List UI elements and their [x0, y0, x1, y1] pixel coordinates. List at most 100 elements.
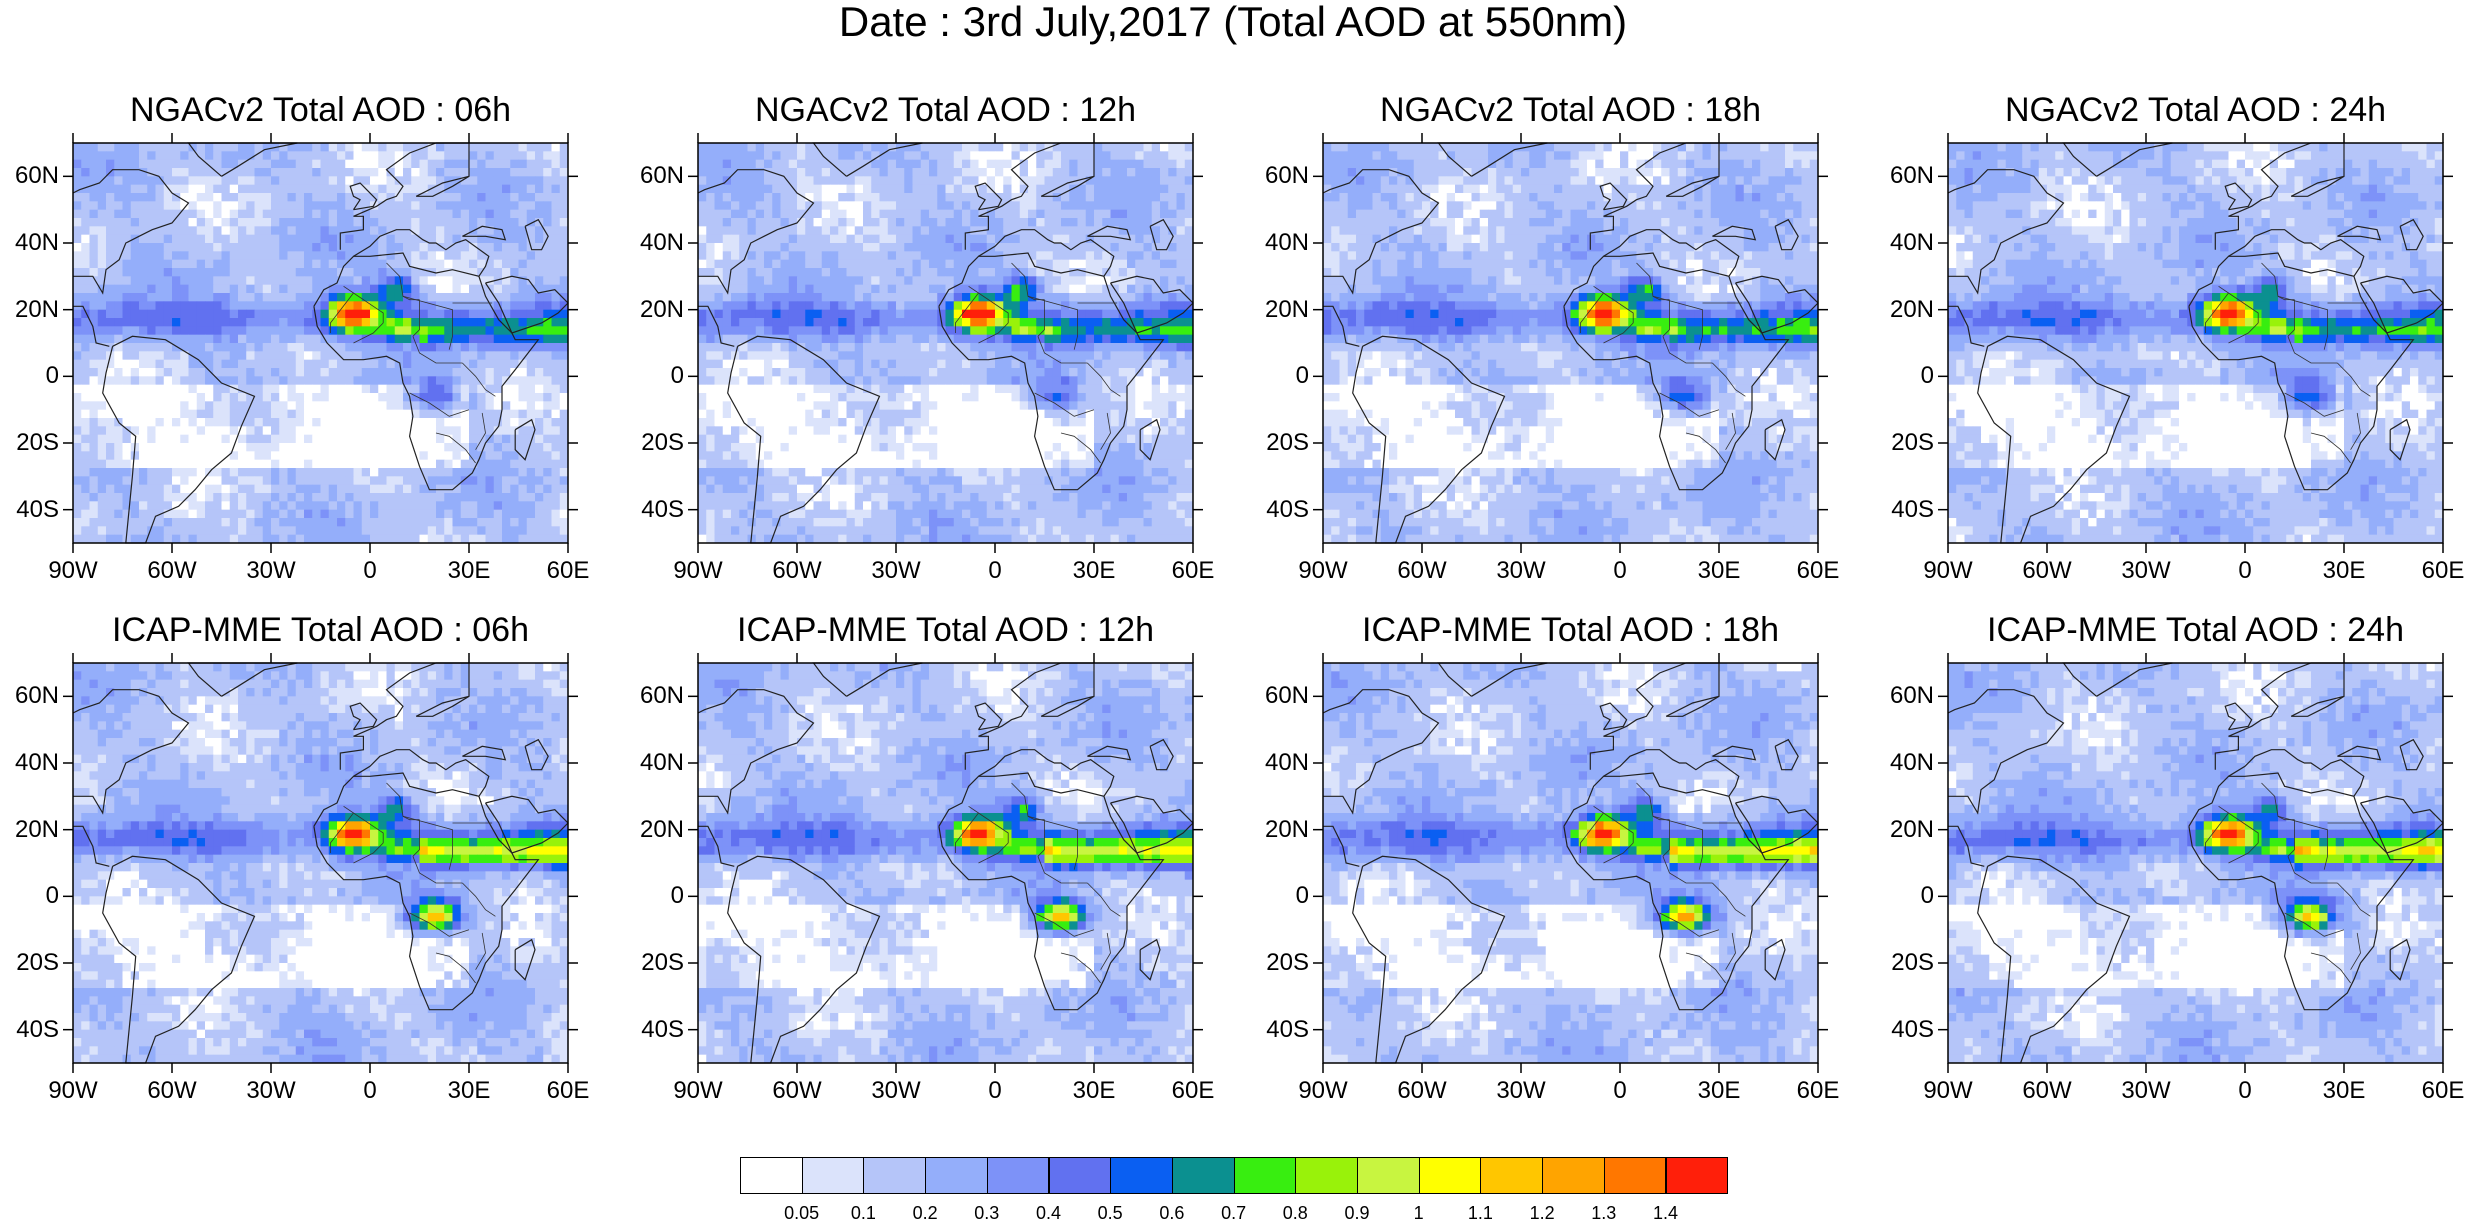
panel-title: ICAP-MME Total AOD : 24h — [1896, 610, 2466, 650]
lon-tick-label: 30W — [1481, 557, 1561, 585]
lon-tick-label: 0 — [330, 1077, 410, 1105]
lat-tick-label: 40S — [1878, 496, 1934, 524]
aod-map — [63, 133, 578, 553]
lon-tick-label: 30W — [2106, 1077, 2186, 1105]
lat-tick-label: 20N — [628, 816, 684, 844]
panel-title: NGACv2 Total AOD : 12h — [646, 90, 1246, 130]
lat-tick-label: 0 — [1253, 362, 1309, 390]
colorbar-swatch — [802, 1157, 865, 1194]
lat-tick-label: 20S — [628, 949, 684, 977]
lon-tick-label: 0 — [2205, 557, 2285, 585]
lon-tick-label: 30W — [231, 1077, 311, 1105]
colorbar-label: 0.3 — [962, 1202, 1012, 1224]
colorbar-label: 0.7 — [1209, 1202, 1259, 1224]
colorbar-swatch — [1295, 1157, 1358, 1194]
colorbar-label: 1.1 — [1455, 1202, 1505, 1224]
colorbar-label: 0.6 — [1147, 1202, 1197, 1224]
lon-tick-label: 90W — [1283, 557, 1363, 585]
lat-tick-label: 40S — [3, 496, 59, 524]
lat-tick-label: 20S — [1878, 429, 1934, 457]
colorbar-label: 0.4 — [1024, 1202, 1074, 1224]
lat-tick-label: 20N — [1878, 816, 1934, 844]
lon-tick-label: 30E — [429, 1077, 509, 1105]
lat-tick-label: 60N — [1878, 162, 1934, 190]
lat-tick-label: 60N — [1253, 682, 1309, 710]
lon-tick-label: 60W — [2007, 1077, 2087, 1105]
aod-map — [1313, 133, 1828, 553]
lat-tick-label: 0 — [1878, 882, 1934, 910]
lat-tick-label: 40S — [1878, 1016, 1934, 1044]
lat-tick-label: 40N — [1878, 229, 1934, 257]
colorbar-label: 0.8 — [1270, 1202, 1320, 1224]
colorbar-label: 1 — [1394, 1202, 1444, 1224]
aod-map — [688, 133, 1203, 553]
lat-tick-label: 20N — [1878, 296, 1934, 324]
lat-tick-label: 60N — [1878, 682, 1934, 710]
lat-tick-label: 60N — [3, 162, 59, 190]
lat-tick-label: 60N — [628, 162, 684, 190]
colorbar-swatch — [1357, 1157, 1420, 1194]
lon-tick-label: 90W — [1283, 1077, 1363, 1105]
lon-tick-label: 90W — [1908, 557, 1988, 585]
colorbar-label: 0.05 — [777, 1202, 827, 1224]
lon-tick-label: 60W — [132, 1077, 212, 1105]
colorbar-swatch — [1049, 1157, 1112, 1194]
lat-tick-label: 0 — [3, 362, 59, 390]
lat-tick-label: 40N — [3, 749, 59, 777]
aod-map — [1313, 653, 1828, 1073]
lon-tick-label: 30E — [429, 557, 509, 585]
lon-tick-label: 0 — [1580, 1077, 1660, 1105]
panel-title: NGACv2 Total AOD : 18h — [1271, 90, 1871, 130]
colorbar-swatch — [1172, 1157, 1235, 1194]
colorbar-label: 0.1 — [838, 1202, 888, 1224]
panel-title: NGACv2 Total AOD : 06h — [21, 90, 621, 130]
colorbar-label: 0.2 — [900, 1202, 950, 1224]
lat-tick-label: 20N — [1253, 816, 1309, 844]
aod-map — [63, 653, 578, 1073]
lat-tick-label: 0 — [1878, 362, 1934, 390]
colorbar-swatch — [863, 1157, 926, 1194]
lon-tick-label: 30E — [2304, 1077, 2384, 1105]
aod-map — [1938, 133, 2453, 553]
colorbar-swatch — [1604, 1157, 1667, 1194]
lon-tick-label: 30E — [1054, 557, 1134, 585]
lon-tick-label: 60E — [2403, 1077, 2466, 1105]
lat-tick-label: 20N — [3, 816, 59, 844]
lat-tick-label: 40S — [628, 1016, 684, 1044]
colorbar-swatch — [1110, 1157, 1173, 1194]
lon-tick-label: 30E — [1679, 1077, 1759, 1105]
lat-tick-label: 20N — [3, 296, 59, 324]
lat-tick-label: 40S — [1253, 1016, 1309, 1044]
lon-tick-label: 90W — [1908, 1077, 1988, 1105]
lat-tick-label: 40N — [1878, 749, 1934, 777]
colorbar-label: 1.2 — [1517, 1202, 1567, 1224]
lon-tick-label: 60W — [757, 557, 837, 585]
lon-tick-label: 30W — [231, 557, 311, 585]
lat-tick-label: 40N — [628, 749, 684, 777]
lat-tick-label: 40N — [3, 229, 59, 257]
colorbar-label: 1.4 — [1641, 1202, 1691, 1224]
lon-tick-label: 0 — [1580, 557, 1660, 585]
lon-tick-label: 60E — [1153, 557, 1233, 585]
lon-tick-label: 30W — [856, 1077, 936, 1105]
aod-map — [688, 653, 1203, 1073]
aod-map — [1938, 653, 2453, 1073]
lon-tick-label: 60W — [757, 1077, 837, 1105]
lat-tick-label: 20S — [1253, 949, 1309, 977]
lon-tick-label: 60W — [1382, 1077, 1462, 1105]
colorbar-swatch — [1666, 1157, 1729, 1194]
lon-tick-label: 30E — [1054, 1077, 1134, 1105]
lon-tick-label: 30W — [856, 557, 936, 585]
lat-tick-label: 20S — [1878, 949, 1934, 977]
colorbar-label: 0.5 — [1085, 1202, 1135, 1224]
lat-tick-label: 20N — [628, 296, 684, 324]
lon-tick-label: 60E — [1778, 1077, 1858, 1105]
colorbar-label: 1.3 — [1579, 1202, 1629, 1224]
figure-title: Date : 3rd July,2017 (Total AOD at 550nm… — [0, 0, 2466, 44]
colorbar-swatch — [1542, 1157, 1605, 1194]
lat-tick-label: 60N — [628, 682, 684, 710]
lat-tick-label: 40S — [1253, 496, 1309, 524]
lat-tick-label: 40N — [1253, 749, 1309, 777]
lat-tick-label: 0 — [3, 882, 59, 910]
colorbar-swatch — [1234, 1157, 1297, 1194]
